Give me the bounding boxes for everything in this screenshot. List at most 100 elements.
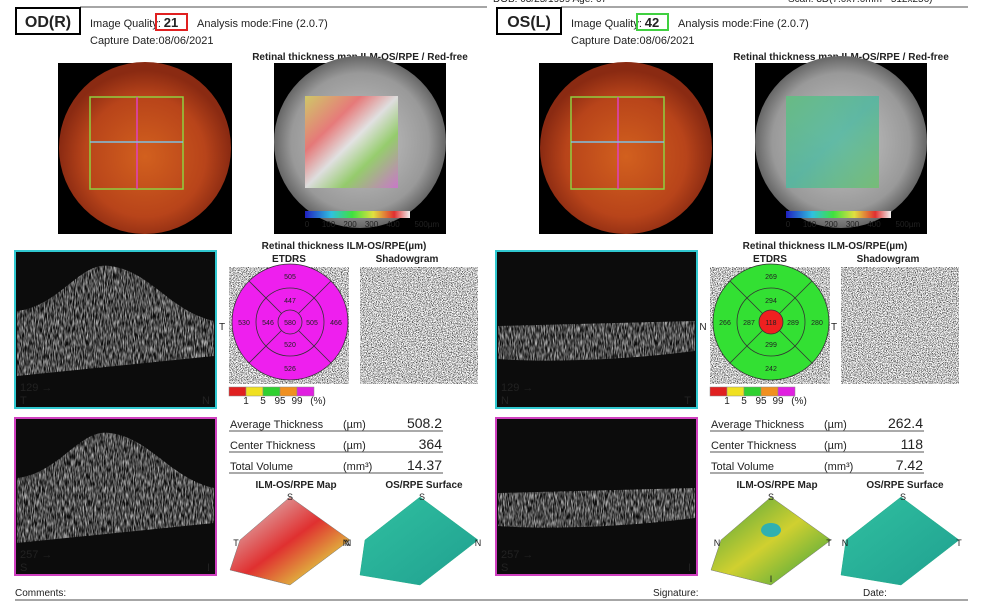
colorbar	[305, 211, 410, 218]
colorbar-label: 300	[846, 220, 860, 229]
legend-swatch	[726, 386, 745, 397]
capture-date: Capture Date:08/06/2021	[90, 35, 214, 47]
measure-value: 508.2	[407, 415, 442, 431]
measure-value: 262.4	[888, 415, 923, 431]
thickness-overlay	[786, 96, 879, 188]
measure-value: 7.42	[896, 457, 923, 473]
surface-label: N	[842, 538, 849, 548]
retina-layers	[498, 321, 695, 361]
scan-index: 129 →	[501, 382, 533, 394]
measure-name: Total Volume	[230, 461, 293, 473]
map3d	[229, 496, 351, 586]
map3d-label: N	[714, 538, 721, 548]
measure-name: Average Thickness	[711, 419, 805, 431]
measure-unit: (mm³)	[343, 461, 372, 473]
map3d-title: ILM-OS/RPE Map	[736, 480, 817, 491]
etdrs-divider	[729, 330, 763, 364]
etdrs-value: 505	[284, 274, 296, 281]
measure-name: Average Thickness	[230, 419, 324, 431]
shadowgram	[841, 267, 959, 384]
map3d-label: S	[768, 492, 774, 502]
measure-name: Center Thickness	[711, 440, 797, 452]
legend-swatch	[262, 386, 281, 397]
colorbar-label: 500µm	[896, 220, 921, 229]
legend-swatch	[760, 386, 779, 397]
legend-swatch	[279, 386, 298, 397]
date: Date:	[863, 588, 887, 599]
colorbar-label: 400	[386, 220, 400, 229]
scan-left: S	[501, 562, 508, 574]
shadow-label: Shadowgram	[857, 254, 920, 265]
scan-left: N	[501, 395, 509, 407]
colorbar-label: 0	[786, 220, 791, 229]
etdrs-inner	[255, 287, 325, 357]
etdrs-value: 287	[743, 320, 755, 327]
scan-index: 257 →	[501, 549, 533, 561]
measure-unit: (µm)	[343, 419, 366, 431]
legend-label: 1	[243, 396, 249, 407]
surface-label: N	[343, 538, 350, 548]
surface-title: OS/RPE Surface	[385, 480, 463, 491]
etdrs-divider	[779, 280, 813, 314]
eye-label: OD(R)	[25, 14, 71, 31]
etdrs-value: 526	[284, 366, 296, 373]
colorbar-label: 0	[305, 220, 310, 229]
legend-label: 95	[755, 396, 767, 407]
scan-index: 129 →	[20, 382, 52, 394]
measure-unit: (µm)	[824, 419, 847, 431]
etdrs-side: T	[831, 322, 837, 333]
legend-swatch	[709, 386, 728, 397]
map3d-label: I	[770, 574, 773, 584]
colorbar-label: 200	[824, 220, 838, 229]
eye-box	[496, 7, 562, 35]
quality-box	[636, 13, 669, 31]
surface-label: S	[419, 492, 425, 502]
etdrs-side: T	[219, 322, 225, 333]
retina-layers	[17, 432, 214, 543]
legend-label: 99	[291, 396, 303, 407]
etdrs-value: 242	[765, 366, 777, 373]
etdrs-divider	[779, 330, 813, 364]
etdrs-divider	[729, 280, 763, 314]
legend-swatch	[228, 386, 247, 397]
shadowgram	[360, 267, 478, 384]
etdrs-side: N	[699, 322, 706, 333]
legend-label: (%)	[310, 396, 326, 407]
quality-box	[155, 13, 188, 31]
legend-label: 1	[724, 396, 730, 407]
shadow-label: Shadowgram	[376, 254, 439, 265]
measure-name: Total Volume	[711, 461, 774, 473]
etdrs-value: 466	[330, 320, 342, 327]
legend-swatch	[743, 386, 762, 397]
map3d-label: T	[826, 538, 832, 548]
surface-label: T	[956, 538, 962, 548]
scan-index: 257 →	[20, 549, 52, 561]
etdrs-center	[277, 309, 303, 335]
map3d	[710, 496, 832, 586]
capture-date: Capture Date:08/06/2021	[571, 35, 695, 47]
quality-label: Image Quality:	[90, 18, 161, 30]
retina-layers	[17, 265, 214, 376]
scan-left: T	[20, 395, 27, 407]
colorbar-label: 100	[803, 220, 817, 229]
etdrs-value: 266	[719, 320, 731, 327]
surface3d	[840, 496, 960, 586]
surface-label: S	[900, 492, 906, 502]
map3d-label: T	[233, 538, 239, 548]
analysis-mode: Analysis mode:Fine (2.0.7)	[197, 18, 328, 30]
retina-layers	[498, 488, 695, 528]
etdrs-value: 294	[765, 298, 777, 305]
signature: Signature:	[653, 588, 699, 599]
etdrs-divider	[298, 280, 332, 314]
etdrs-value: 546	[262, 320, 274, 327]
thickness-title: Retinal thickness ILM-OS/RPE(µm)	[743, 241, 908, 252]
etdrs-value: 530	[238, 320, 250, 327]
etdrs-label: ETDRS	[753, 254, 787, 265]
map3d-label: S	[287, 492, 293, 502]
comments: Comments:	[15, 588, 66, 599]
measure-unit: (µm)	[343, 440, 366, 452]
thickness-overlay	[305, 96, 398, 188]
legend-label: 5	[741, 396, 747, 407]
scan-info: Scan: 3D(7.0x7.0mm - 512x256)	[788, 0, 933, 5]
colorbar-label: 200	[343, 220, 357, 229]
